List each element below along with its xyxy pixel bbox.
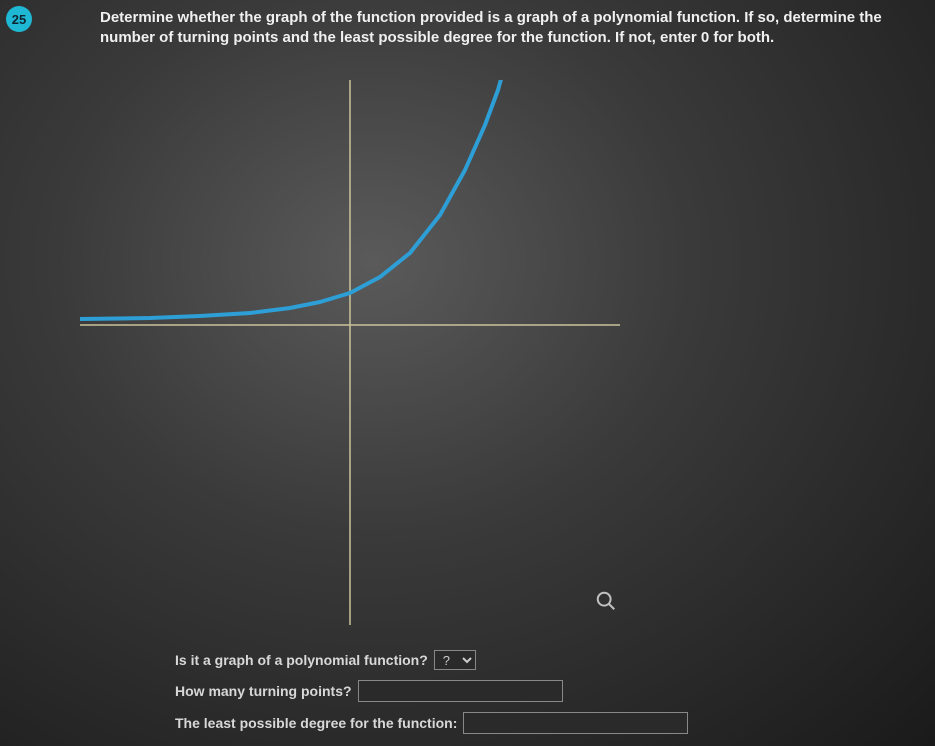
function-graph (80, 80, 620, 625)
polynomial-select[interactable]: ?YesNo (434, 650, 476, 670)
answer-row-degree: The least possible degree for the functi… (175, 712, 688, 734)
turning-points-label: How many turning points? (175, 683, 352, 699)
answer-section: Is it a graph of a polynomial function? … (175, 650, 688, 744)
polynomial-label: Is it a graph of a polynomial function? (175, 652, 428, 668)
turning-points-input[interactable] (358, 680, 563, 702)
question-number-badge: 25 (6, 6, 32, 32)
degree-label: The least possible degree for the functi… (175, 715, 457, 731)
answer-row-turning: How many turning points? (175, 680, 688, 702)
zoom-icon[interactable] (595, 590, 617, 612)
question-number: 25 (12, 12, 26, 27)
question-text: Determine whether the graph of the funct… (100, 8, 910, 49)
answer-row-polynomial: Is it a graph of a polynomial function? … (175, 650, 688, 670)
degree-input[interactable] (463, 712, 688, 734)
